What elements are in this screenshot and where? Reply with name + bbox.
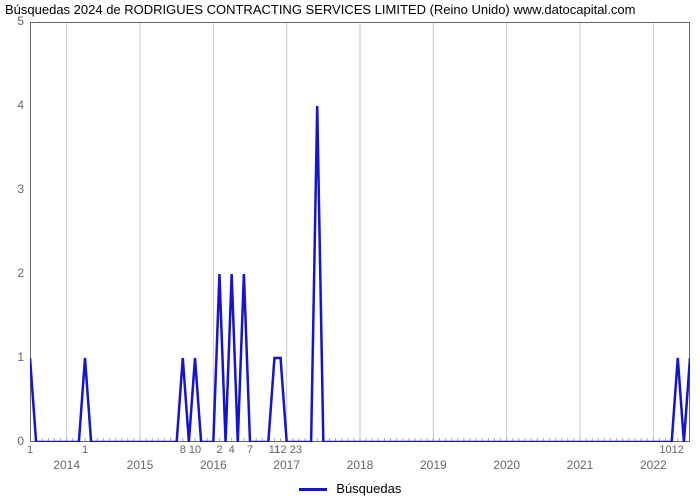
legend-label: Búsquedas	[336, 481, 401, 496]
y-tick-label: 2	[2, 266, 24, 280]
x-point-label: 1	[27, 444, 33, 456]
y-tick-label: 0	[2, 434, 24, 448]
x-year-label: 2019	[420, 458, 447, 472]
y-tick-label: 1	[2, 350, 24, 364]
x-year-label: 2016	[200, 458, 227, 472]
x-point-label: 1	[82, 444, 88, 456]
x-year-label: 2022	[640, 458, 667, 472]
x-point-label: 3	[296, 444, 302, 456]
y-tick-label: 4	[2, 98, 24, 112]
x-year-label: 2015	[127, 458, 154, 472]
chart-title: Búsquedas 2024 de RODRIGUES CONTRACTING …	[5, 2, 636, 17]
x-point-label: 12	[672, 444, 684, 456]
x-point-label: 12	[274, 444, 286, 456]
plot-svg	[30, 22, 690, 442]
x-point-label: 4	[229, 444, 235, 456]
x-year-label: 2020	[493, 458, 520, 472]
x-point-label: 10	[189, 444, 201, 456]
x-point-label: 7	[247, 444, 253, 456]
x-year-label: 2021	[567, 458, 594, 472]
legend-swatch	[299, 488, 327, 491]
x-year-label: 2018	[347, 458, 374, 472]
x-year-label: 2017	[273, 458, 300, 472]
x-point-label: 10	[659, 444, 671, 456]
chart-container: Búsquedas 2024 de RODRIGUES CONTRACTING …	[0, 0, 700, 500]
y-tick-label: 3	[2, 182, 24, 196]
legend: Búsquedas	[0, 481, 700, 496]
x-year-label: 2014	[53, 458, 80, 472]
x-point-label: 2	[216, 444, 222, 456]
y-tick-label: 5	[2, 14, 24, 28]
x-point-label: 8	[180, 444, 186, 456]
plot-area	[30, 22, 690, 442]
vertical-gridlines	[67, 22, 654, 442]
